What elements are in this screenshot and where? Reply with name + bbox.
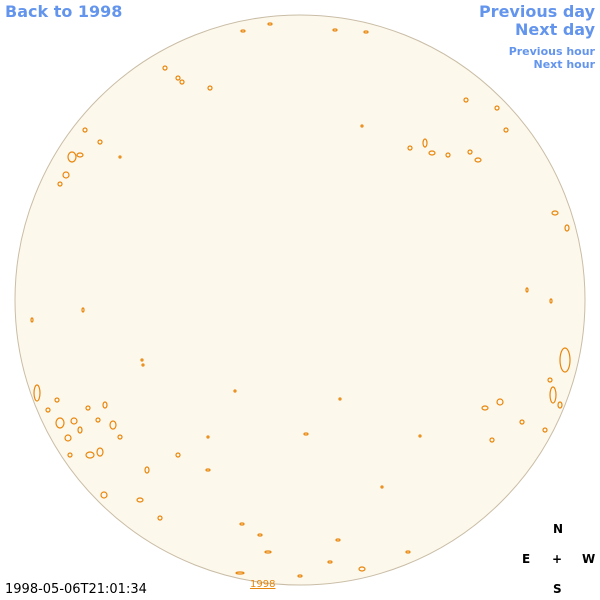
year-link[interactable]: 1998 (250, 579, 276, 590)
active-region-contour (519, 419, 525, 425)
active-region-contour (157, 515, 163, 521)
active-region-contour (118, 155, 122, 159)
active-region-contour (549, 386, 557, 404)
next-hour-link[interactable]: Next hour (533, 58, 596, 71)
active-region-contour (175, 452, 181, 458)
active-region-contour (102, 401, 108, 409)
active-region-contour (297, 574, 303, 578)
active-region-contour (96, 447, 104, 457)
previous-day-link[interactable]: Previous day (478, 2, 595, 21)
active-region-contour (445, 152, 451, 158)
active-region-contour (257, 533, 263, 537)
active-region-contour (179, 79, 185, 85)
active-region-contour (67, 452, 73, 458)
next-day-link[interactable]: Next day (515, 20, 595, 39)
active-region-contour (463, 97, 469, 103)
active-region-contour (141, 363, 145, 367)
active-region-contour (494, 105, 500, 111)
active-region-contour (559, 347, 571, 373)
active-region-contour (525, 287, 529, 293)
active-region-contour (358, 566, 366, 572)
active-region-contour (205, 468, 211, 472)
compass-north: N (553, 522, 564, 536)
active-region-contour (140, 358, 144, 362)
active-region-contour (503, 127, 509, 133)
active-region-contour (267, 22, 273, 26)
compass-south: S (553, 582, 562, 596)
active-region-contour (380, 485, 384, 489)
active-region-contour (144, 466, 150, 474)
active-region-contour (496, 398, 504, 406)
active-region-contour (327, 560, 333, 564)
timestamp: 1998-05-06T21:01:34 (5, 582, 147, 597)
active-region-contour (54, 397, 60, 403)
active-region-contour (549, 298, 553, 304)
active-region-contour (240, 29, 246, 33)
active-region-contour (33, 384, 41, 402)
active-region-contour (551, 210, 559, 216)
active-region-contour (564, 224, 570, 232)
active-region-contour (70, 417, 78, 425)
active-region-contour (489, 437, 495, 443)
active-region-contour (363, 30, 369, 34)
active-region-contour (422, 138, 428, 148)
active-region-contour (547, 377, 553, 383)
active-region-contour (467, 149, 473, 155)
contour-layer (30, 22, 571, 578)
active-region-contour (136, 497, 144, 503)
active-region-contour (109, 420, 117, 430)
active-region-contour (407, 145, 413, 151)
active-region-contour (97, 139, 103, 145)
active-region-contour (100, 491, 108, 499)
active-region-contour (45, 407, 51, 413)
active-region-contour (30, 317, 34, 323)
solar-disk (14, 14, 586, 586)
active-region-contour (82, 127, 88, 133)
active-region-contour (332, 28, 338, 32)
active-region-contour (405, 550, 411, 554)
active-region-contour (481, 405, 489, 411)
active-region-contour (55, 417, 65, 429)
active-region-contour (338, 397, 342, 401)
active-region-contour (57, 181, 63, 187)
active-region-contour (67, 151, 77, 163)
active-region-contour (303, 432, 309, 436)
active-region-contour (239, 522, 245, 526)
active-region-contour (77, 426, 83, 434)
active-region-contour (95, 417, 101, 423)
active-region-contour (62, 171, 70, 179)
back-link[interactable]: Back to 1998 (5, 2, 123, 21)
active-region-contour (117, 434, 123, 440)
active-region-contour (335, 538, 341, 542)
compass-center: + (552, 552, 563, 566)
active-region-contour (85, 451, 95, 459)
active-region-contour (542, 427, 548, 433)
active-region-contour (81, 307, 85, 313)
compass-west: W (582, 552, 596, 566)
active-region-contour (428, 150, 436, 156)
active-region-contour (76, 152, 84, 158)
active-region-contour (207, 85, 213, 91)
active-region-contour (233, 389, 237, 393)
active-region-contour (162, 65, 168, 71)
active-region-contour (64, 434, 72, 442)
active-region-contour (85, 405, 91, 411)
active-region-contour (206, 435, 210, 439)
compass-east: E (522, 552, 531, 566)
active-region-contour (418, 434, 422, 438)
active-region-contour (235, 571, 245, 575)
active-region-contour (175, 75, 181, 81)
active-region-contour (557, 401, 563, 409)
previous-hour-link[interactable]: Previous hour (508, 45, 595, 58)
active-region-contour (264, 550, 272, 554)
active-region-contour (474, 157, 482, 163)
active-region-contour (360, 124, 364, 128)
